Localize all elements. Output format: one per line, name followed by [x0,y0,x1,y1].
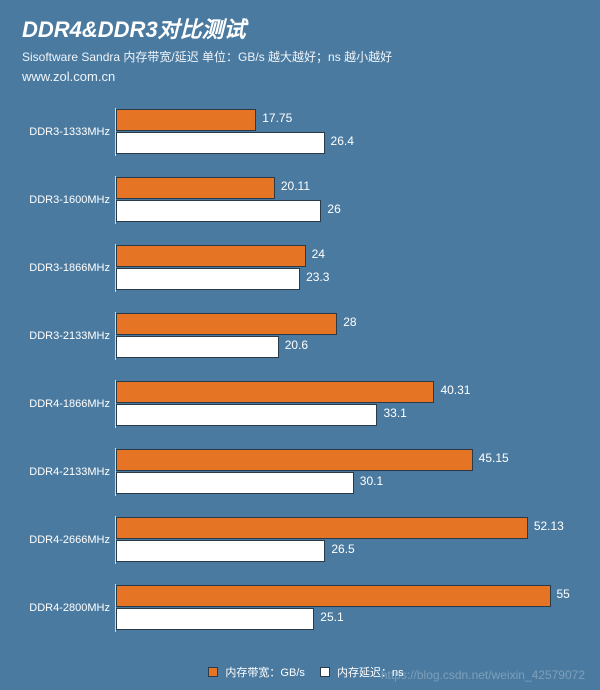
bar: 26.5 [116,540,590,562]
bar: 20.6 [116,336,590,358]
bar-group: 40.31 33.1 [115,380,590,428]
bar-fill [116,132,325,154]
legend-swatch-latency [320,667,330,677]
chart-row: DDR3-1333MHz 17.75 26.4 [0,98,600,166]
chart-source-url: www.zol.com.cn [22,69,578,84]
bar-value-label: 45.15 [479,451,509,465]
bar-fill [116,268,300,290]
bar: 23.3 [116,268,590,290]
bar-value-label: 40.31 [440,383,470,397]
bar-value-label: 26.5 [331,542,354,556]
category-label: DDR3-1333MHz [0,126,110,138]
chart-row: DDR4-2133MHz 45.15 30.1 [0,438,600,506]
bar-group: 45.15 30.1 [115,448,590,496]
category-label: DDR4-2800MHz [0,602,110,614]
bar-group: 17.75 26.4 [115,108,590,156]
legend-swatch-bandwidth [208,667,218,677]
bar: 52.13 [116,517,590,539]
chart-row: DDR3-1600MHz 20.11 26 [0,166,600,234]
bar-chart: DDR3-1333MHz 17.75 26.4 DDR3-1600MHz 20.11 26… [0,98,600,643]
bar-value-label: 24 [312,247,325,261]
bar-fill [116,381,434,403]
bar-fill [116,517,528,539]
bar-fill [116,540,325,562]
legend-label-bandwidth: 内存带宽：GB/s [225,667,304,679]
bar: 17.75 [116,109,590,131]
bar: 26.4 [116,132,590,154]
bar-group: 52.13 26.5 [115,516,590,564]
bar: 28 [116,313,590,335]
chart-header: DDR4&DDR3对比测试 Sisoftware Sandra 内存带宽/延迟 … [0,0,600,90]
bar-value-label: 30.1 [360,474,383,488]
chart-row: DDR3-2133MHz 28 20.6 [0,302,600,370]
bar-value-label: 52.13 [534,519,564,533]
bar-value-label: 20.6 [285,338,308,352]
category-label: DDR3-1600MHz [0,194,110,206]
category-label: DDR3-1866MHz [0,262,110,274]
bar-fill [116,313,337,335]
bar: 55 [116,585,590,607]
category-label: DDR4-2133MHz [0,466,110,478]
bar: 40.31 [116,381,590,403]
bar-value-label: 23.3 [306,270,329,284]
chart-row: DDR4-1866MHz 40.31 33.1 [0,370,600,438]
chart-subtitle: Sisoftware Sandra 内存带宽/延迟 单位：GB/s 越大越好；n… [22,48,578,65]
bar: 45.15 [116,449,590,471]
watermark: https://blog.csdn.net/weixin_42579072 [381,668,585,682]
bar-fill [116,177,275,199]
bar-value-label: 17.75 [262,111,292,125]
bar-value-label: 55 [556,587,569,601]
chart-row: DDR3-1866MHz 24 23.3 [0,234,600,302]
category-label: DDR4-2666MHz [0,534,110,546]
bar-fill [116,404,377,426]
bar-value-label: 28 [343,315,356,329]
bar-group: 55 25.1 [115,584,590,632]
bar: 33.1 [116,404,590,426]
bar-fill [116,585,551,607]
bar-fill [116,109,256,131]
bar-value-label: 20.11 [281,179,310,193]
bar-group: 20.11 26 [115,176,590,224]
bar: 26 [116,200,590,222]
category-label: DDR3-2133MHz [0,330,110,342]
bar-fill [116,336,279,358]
bar-fill [116,449,473,471]
bar-value-label: 26 [327,202,340,216]
bar-fill [116,472,354,494]
category-label: DDR4-1866MHz [0,398,110,410]
bar-value-label: 33.1 [383,406,406,420]
bar-value-label: 26.4 [331,134,354,148]
bar: 20.11 [116,177,590,199]
bar-group: 24 23.3 [115,244,590,292]
bar: 25.1 [116,608,590,630]
bar-group: 28 20.6 [115,312,590,360]
bar: 24 [116,245,590,267]
bar-fill [116,200,321,222]
bar-value-label: 25.1 [320,610,343,624]
chart-row: DDR4-2800MHz 55 25.1 [0,574,600,642]
chart-row: DDR4-2666MHz 52.13 26.5 [0,506,600,574]
bar-fill [116,245,306,267]
chart-title: DDR4&DDR3对比测试 [22,12,578,44]
bar: 30.1 [116,472,590,494]
bar-fill [116,608,314,630]
